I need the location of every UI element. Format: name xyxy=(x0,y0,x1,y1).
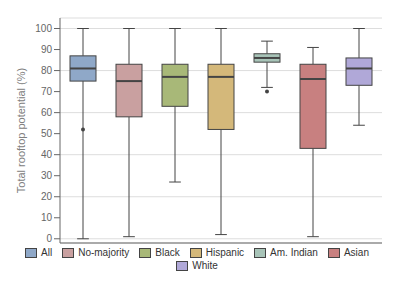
svg-text:30: 30 xyxy=(41,170,53,181)
svg-text:80: 80 xyxy=(41,65,53,76)
svg-text:70: 70 xyxy=(41,86,53,97)
html-text:Asian: Asian xyxy=(343,247,369,258)
svg-text:60: 60 xyxy=(41,107,53,118)
svg-text:10: 10 xyxy=(41,212,53,223)
html-text:Black: Black xyxy=(155,247,180,258)
svg-text:20: 20 xyxy=(41,191,53,202)
svg-text:0: 0 xyxy=(46,233,52,244)
html-text:Hispanic: Hispanic xyxy=(205,247,245,258)
html-text:Am. Indian: Am. Indian xyxy=(270,247,318,258)
svg-text:40: 40 xyxy=(41,149,53,160)
html-text:White: White xyxy=(192,260,218,271)
svg-text:50: 50 xyxy=(41,128,53,139)
svg-text:100: 100 xyxy=(35,23,52,34)
svg-text:90: 90 xyxy=(41,44,53,55)
html-text:All: All xyxy=(41,247,53,258)
html-text:No-majority: No-majority xyxy=(78,247,130,258)
svg-text:Total rooftop potential (%): Total rooftop potential (%) xyxy=(15,68,27,193)
